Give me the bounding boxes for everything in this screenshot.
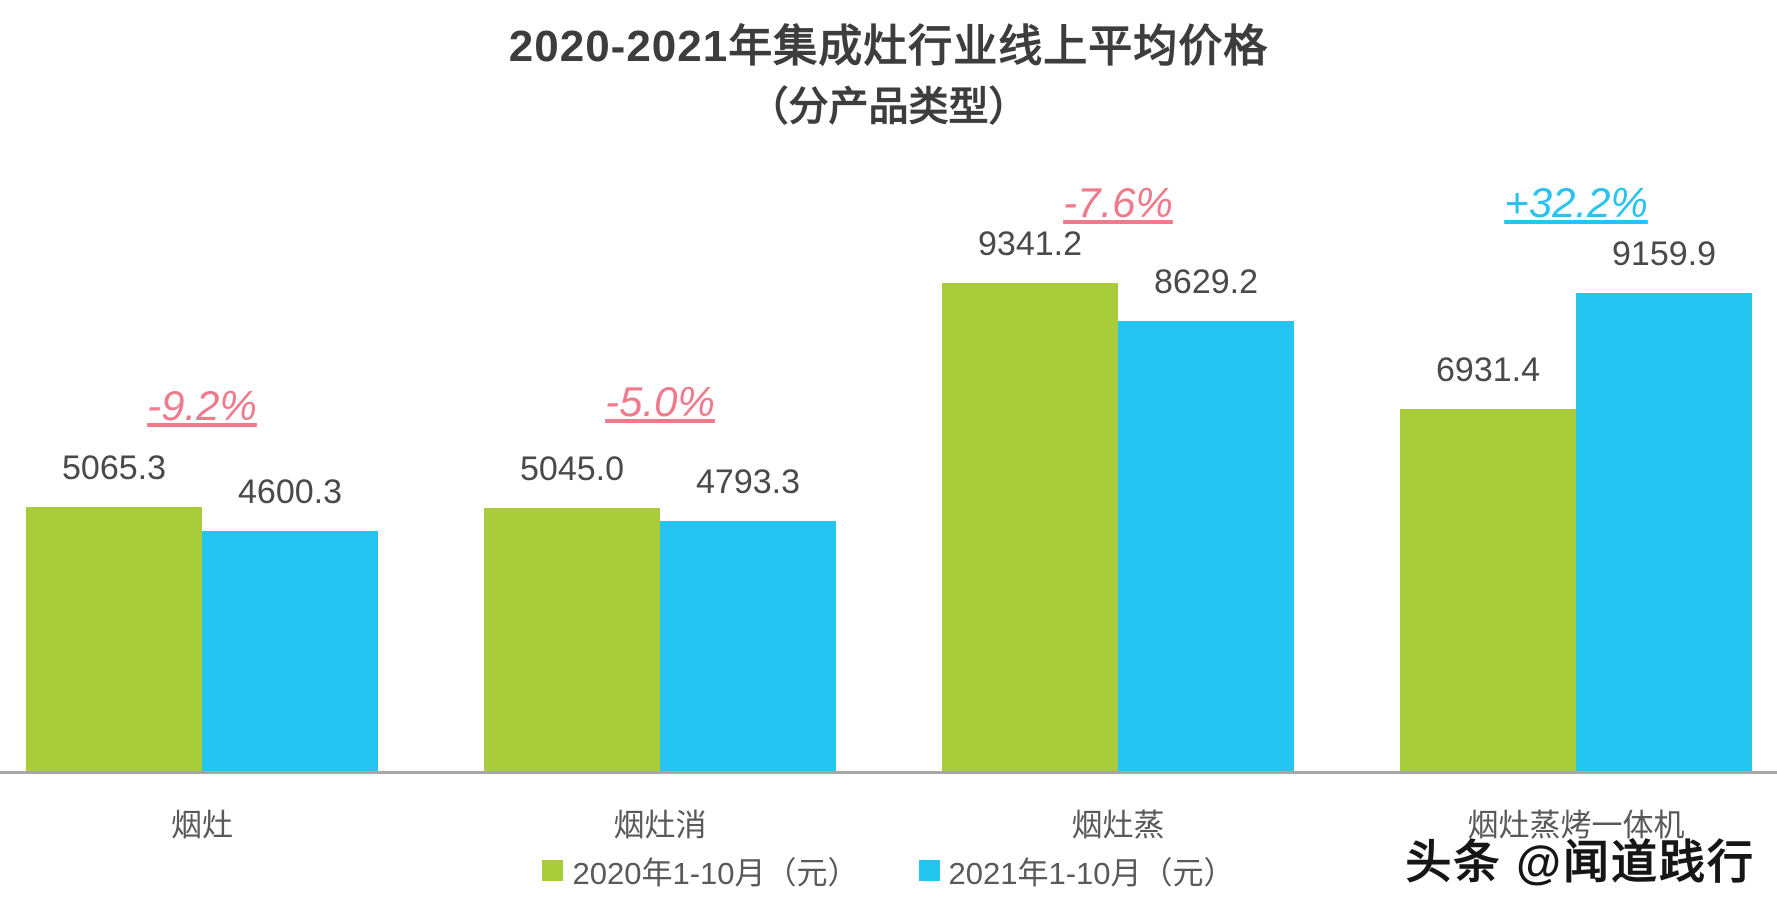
- legend-item-2: 2021年1-10月（元）: [918, 848, 1235, 893]
- bar-2021-3: [1118, 321, 1294, 771]
- bar-2020-1: [26, 507, 202, 771]
- legend-label-2: 2021年1-10月（元）: [948, 856, 1235, 891]
- legend-swatch-2: [918, 860, 940, 881]
- value-label-2021-3: 8629.2: [1154, 263, 1258, 301]
- legend: 2020年1-10月（元） 2021年1-10月（元）: [0, 848, 1777, 893]
- change-label-1: -9.2%: [147, 382, 257, 429]
- x-axis-line: [0, 771, 1777, 774]
- value-label-2021-2: 4793.3: [696, 463, 800, 501]
- change-label-4: +32.2%: [1504, 179, 1648, 226]
- change-label-2: -5.0%: [605, 378, 715, 425]
- watermark: 头条 @闻道践行: [1405, 836, 1755, 888]
- value-label-2020-2: 5045.0: [520, 450, 624, 488]
- category-label-2: 烟灶消: [613, 808, 707, 843]
- value-label-2020-4: 6931.4: [1436, 351, 1540, 389]
- value-label-2021-4: 9159.9: [1612, 235, 1716, 273]
- bar-2021-1: [202, 531, 378, 771]
- legend-item-1: 2020年1-10月（元）: [542, 848, 859, 893]
- bar-2020-3: [942, 283, 1118, 771]
- category-label-4: 烟灶蒸烤一体机: [1467, 808, 1685, 843]
- category-label-1: 烟灶: [171, 808, 233, 843]
- value-label-2021-1: 4600.3: [238, 473, 342, 511]
- bar-2021-4: [1576, 293, 1752, 771]
- value-label-2020-1: 5065.3: [62, 449, 166, 487]
- bar-2020-4: [1400, 409, 1576, 771]
- legend-label-1: 2020年1-10月（元）: [572, 856, 859, 891]
- change-label-3: -7.6%: [1063, 179, 1173, 226]
- category-label-3: 烟灶蒸: [1071, 808, 1165, 843]
- chart-subtitle: （分产品类型）: [748, 85, 1029, 129]
- value-label-2020-3: 9341.2: [978, 225, 1082, 263]
- bar-2020-2: [484, 508, 660, 771]
- legend-swatch-1: [542, 860, 564, 881]
- bar-2021-2: [660, 521, 836, 771]
- chart-title: 2020-2021年集成灶行业线上平均价格: [508, 22, 1269, 71]
